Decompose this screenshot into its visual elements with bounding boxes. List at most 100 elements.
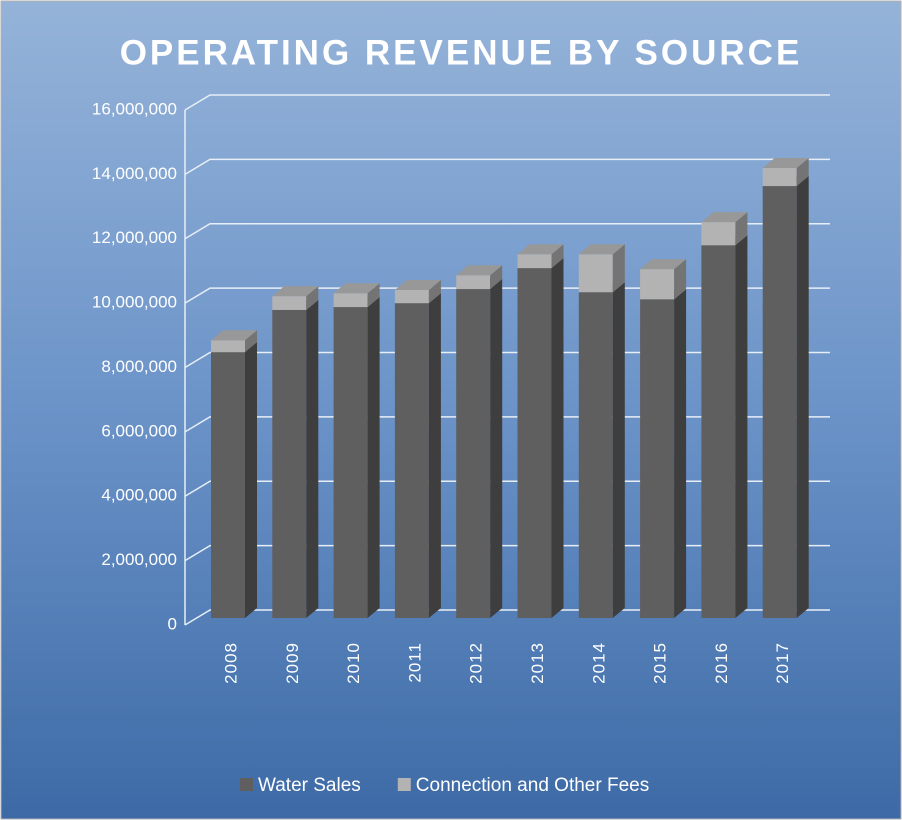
bar-segment [701,212,748,246]
bar-top [517,244,564,255]
bar-top [211,330,257,341]
bar-side [367,297,380,618]
bar-segment [762,158,809,187]
bar-segment [517,244,564,269]
bar-top [272,286,319,297]
bar-segment [456,279,503,618]
y-tick-label: 16,000,000 [92,99,177,118]
bar-segment [272,286,319,310]
bar-front [394,303,429,618]
bar-segment [333,283,380,308]
y-tick-label: 8,000,000 [101,357,177,376]
bar-side [428,293,441,618]
bar-side [674,259,687,300]
bar-front [701,222,736,246]
bar-front [211,352,245,618]
y-tick-label: 10,000,000 [92,293,177,312]
bar-side [428,280,441,304]
bar-front [517,254,552,269]
x-tick-label: 2008 [221,642,240,684]
bar-front [762,186,797,618]
y-tick-label: 0 [168,614,177,633]
bar-segment [272,299,319,618]
x-tick-label: 2010 [344,642,363,684]
bar-front [640,299,675,618]
bar-segment [211,342,257,618]
bar-top [394,280,441,291]
y-tick-label: 12,000,000 [92,228,177,247]
bar-segment [333,297,380,618]
bar-front [211,340,245,353]
x-tick-label: 2011 [405,642,424,683]
bar-side [245,342,257,618]
bar-front [701,245,736,619]
bar-top [701,212,748,223]
bar-side [796,176,809,618]
bar-side [490,265,503,290]
bar-top [578,244,625,255]
bar-front [640,269,675,300]
bar-segment [578,244,625,293]
bar-front [578,254,613,293]
bar-side [490,279,503,618]
bar-side [551,244,564,269]
bar-segment [578,282,625,618]
bar-side [735,212,748,246]
bar-segment [762,176,809,618]
bar-front [578,292,613,618]
legend-label: Connection and Other Fees [416,775,649,796]
bar-side [367,283,380,308]
bar-front [517,268,552,618]
bar-segment [517,258,564,618]
bar-segment [211,330,257,353]
grid-line [184,609,830,626]
bar-side [306,286,319,310]
bar-side [612,244,625,293]
grid-line [184,158,830,176]
bar-top [333,283,380,294]
y-tick-label: 4,000,000 [101,486,177,505]
bar-top [640,259,687,270]
y-tick-label: 14,000,000 [92,164,177,183]
bar-side [796,158,809,187]
bar-side [245,330,257,353]
legend-swatch [397,778,411,791]
x-tick-label: 2016 [712,642,731,684]
bar-side [306,299,319,618]
bar-front [456,275,491,290]
bar-front [333,293,368,308]
bar-front [394,290,429,304]
bar-front [272,309,307,618]
bar-segment [640,289,687,618]
bar-segment [701,235,748,619]
bar-front [762,168,797,187]
bar-side [612,282,625,618]
bar-side [551,258,564,618]
bar-segment [640,259,687,300]
legend-swatch [240,778,253,791]
x-tick-label: 2009 [283,642,302,684]
x-tick-label: 2017 [773,642,792,684]
bar-front [333,307,368,618]
bar-segment [456,265,503,290]
y-tick-label: 2,000,000 [101,550,177,569]
bar-segment [394,280,441,304]
bar-side [674,289,687,618]
x-tick-label: 2014 [589,642,608,684]
x-tick-label: 2015 [651,642,670,684]
x-tick-label: 2012 [467,642,486,684]
chart-title: OPERATING REVENUE BY SOURCE [120,33,803,72]
grid-line [184,94,830,111]
x-tick-label: 2013 [528,642,547,684]
bar-front [456,289,491,618]
bar-top [762,158,809,169]
bar-segment [394,293,441,618]
y-tick-label: 6,000,000 [101,421,177,440]
grid-line [184,223,830,240]
bar-side [735,235,748,619]
bar-front [272,296,307,310]
bar-top [456,265,503,276]
legend-label: Water Sales [258,775,361,796]
